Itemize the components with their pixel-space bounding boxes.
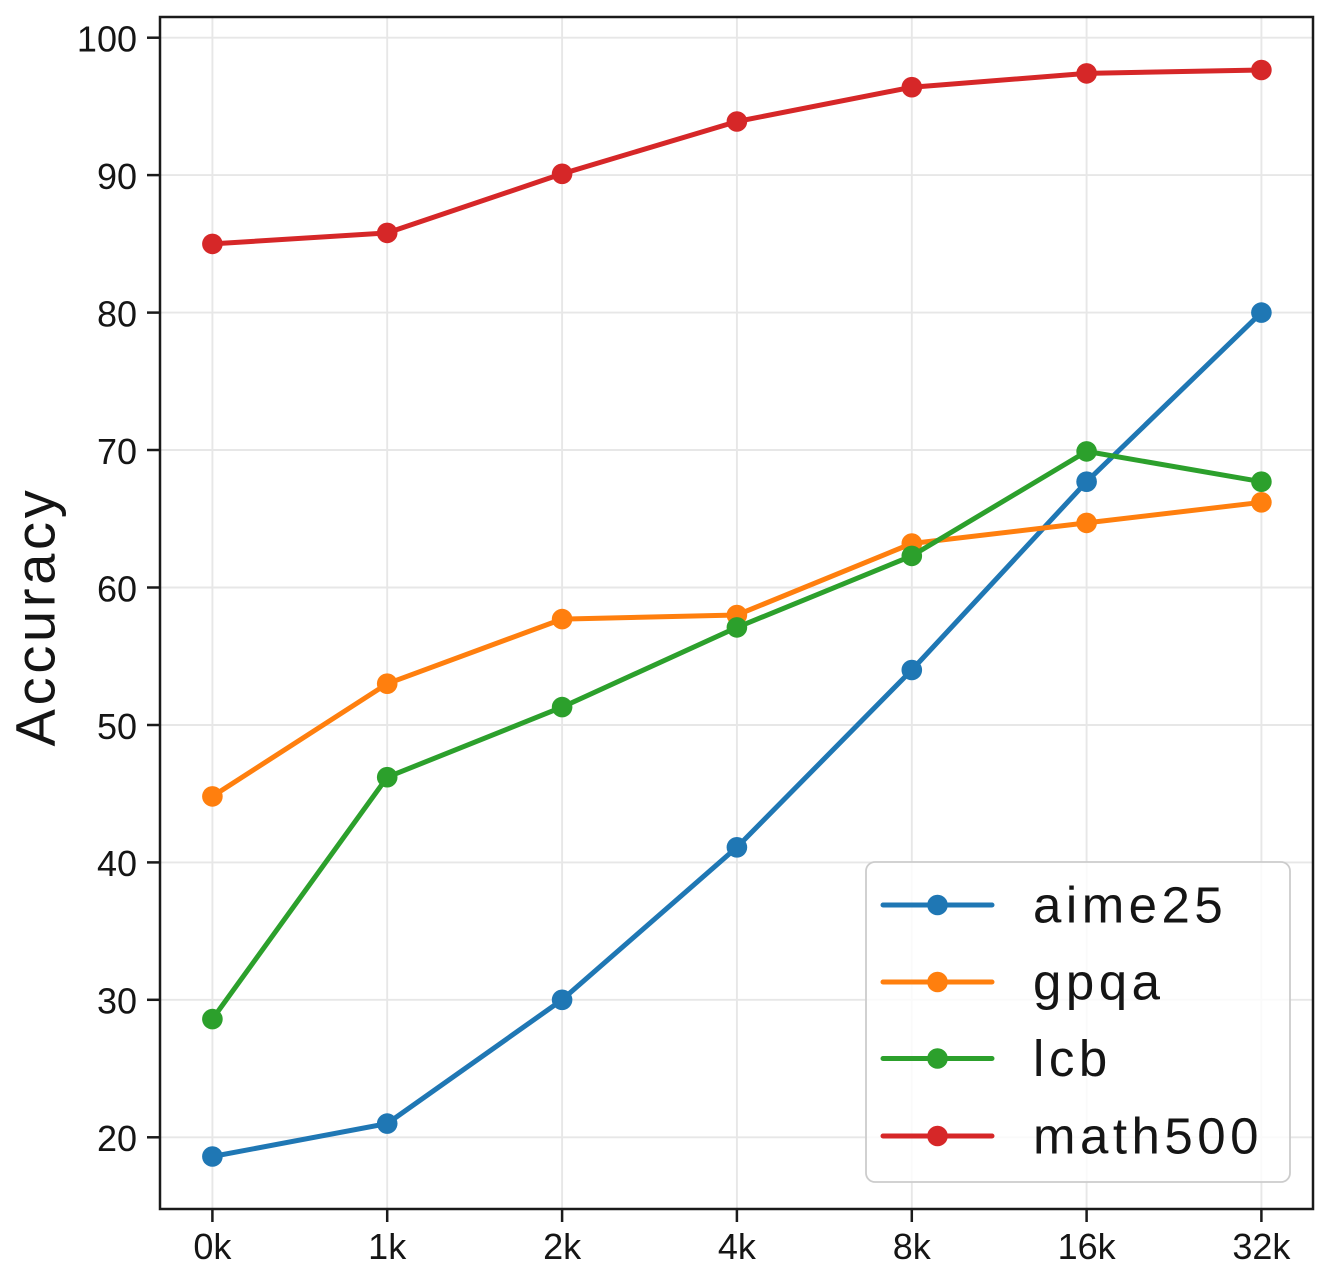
svg-text:Accuracy: Accuracy: [4, 487, 67, 747]
svg-text:0k: 0k: [193, 1226, 232, 1267]
svg-text:aime25: aime25: [1033, 877, 1227, 934]
svg-text:32k: 32k: [1232, 1226, 1291, 1267]
svg-text:1k: 1k: [368, 1226, 407, 1267]
svg-text:4k: 4k: [718, 1226, 757, 1267]
svg-text:90: 90: [97, 156, 137, 197]
svg-text:math500: math500: [1033, 1108, 1263, 1165]
svg-text:60: 60: [97, 568, 137, 609]
svg-text:lcb: lcb: [1033, 1030, 1112, 1087]
svg-text:80: 80: [97, 293, 137, 334]
svg-text:2k: 2k: [543, 1226, 582, 1267]
svg-text:40: 40: [97, 843, 137, 884]
svg-text:70: 70: [97, 431, 137, 472]
svg-text:16k: 16k: [1058, 1226, 1117, 1267]
svg-text:30: 30: [97, 981, 137, 1022]
svg-text:8k: 8k: [893, 1226, 932, 1267]
svg-text:20: 20: [97, 1118, 137, 1159]
svg-text:50: 50: [97, 706, 137, 747]
svg-text:100: 100: [77, 19, 137, 60]
svg-text:gpqa: gpqa: [1033, 954, 1164, 1011]
